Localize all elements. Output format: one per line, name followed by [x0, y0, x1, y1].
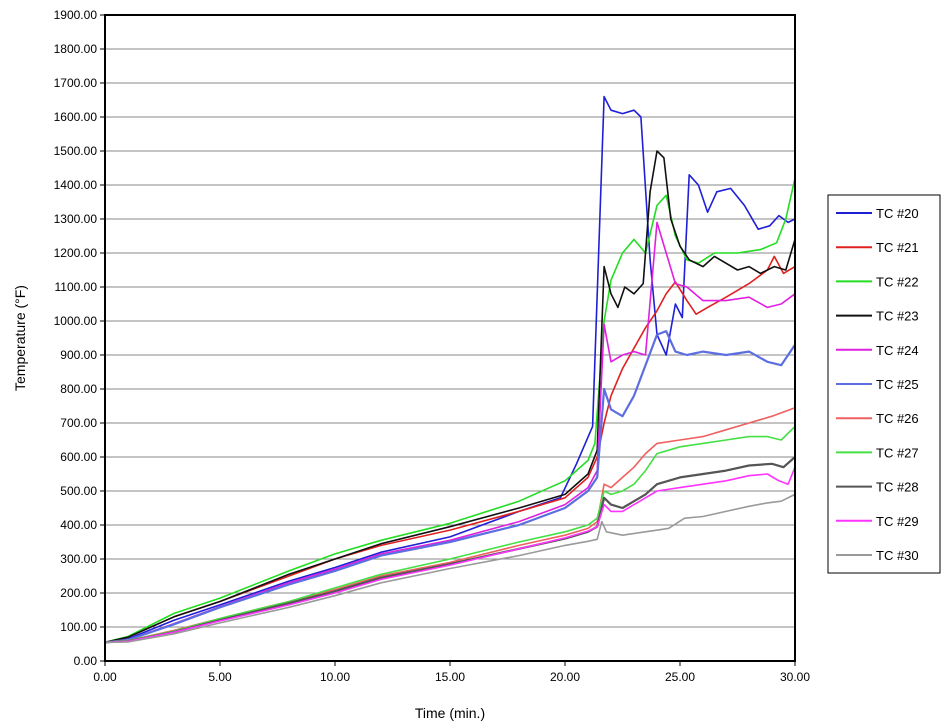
series-line-tc-22 [104, 178, 796, 644]
y-tick-label: 1000.00 [54, 314, 98, 328]
x-tick-label: 0.00 [93, 670, 117, 684]
legend: TC #20 TC #21 TC #22 TC #23 TC #24 TC #25 TC #… [827, 194, 941, 574]
y-tick-label: 1200.00 [54, 246, 98, 260]
y-axis-title: Temperature (°F) [12, 285, 28, 391]
legend-label: TC #25 [876, 377, 919, 392]
legend-label: TC #21 [876, 240, 919, 255]
legend-label: TC #29 [876, 514, 919, 529]
y-tick-label: 900.00 [60, 348, 97, 362]
series-line-tc-27 [104, 425, 796, 644]
y-tick-label: 200.00 [60, 586, 97, 600]
series-line-tc-24 [104, 221, 796, 644]
y-tick-label: 1800.00 [54, 42, 98, 56]
y-tick-label: 600.00 [60, 450, 97, 464]
y-tick-label: 1600.00 [54, 110, 98, 124]
legend-label: TC #27 [876, 445, 919, 460]
series-line-tc-21 [104, 255, 796, 644]
series-line-tc-25 [104, 330, 796, 644]
legend-label: TC #28 [876, 480, 919, 495]
series-lines [104, 95, 796, 644]
y-tick-label: 1300.00 [54, 212, 98, 226]
series-line-tc-30 [104, 493, 796, 644]
gridlines [105, 48, 795, 628]
x-axis-title: Time (min.) [415, 705, 485, 721]
y-tick-label: 300.00 [60, 552, 97, 566]
y-tick-label: 700.00 [60, 416, 97, 430]
y-tick-label: 0.00 [74, 654, 98, 668]
legend-label: TC #24 [876, 343, 919, 358]
y-tick-label: 1100.00 [55, 280, 98, 294]
series-line-tc-23 [104, 150, 796, 644]
legend-label: TC #26 [876, 411, 919, 426]
y-tick-label: 500.00 [60, 484, 97, 498]
y-tick-label: 1500.00 [54, 144, 98, 158]
y-tick-label: 1900.00 [54, 8, 98, 22]
y-axis-ticks: 0.00 100.00 200.00 300.00 400.00 500.00 600.00… [54, 8, 105, 668]
x-tick-label: 5.00 [208, 670, 232, 684]
legend-label: TC #22 [876, 274, 919, 289]
x-tick-label: 25.00 [665, 670, 695, 684]
y-tick-label: 1700.00 [54, 76, 98, 90]
y-tick-label: 1400.00 [54, 178, 98, 192]
y-tick-label: 100.00 [60, 620, 97, 634]
legend-label: TC #20 [876, 206, 919, 221]
x-tick-label: 20.00 [550, 670, 580, 684]
x-tick-label: 15.00 [435, 670, 465, 684]
x-tick-label: 30.00 [780, 670, 810, 684]
x-tick-label: 10.00 [320, 670, 350, 684]
x-axis-ticks: 0.00 5.00 10.00 15.00 20.00 25.00 30.00 [93, 661, 810, 684]
y-tick-label: 400.00 [60, 518, 97, 532]
legend-label: TC #30 [876, 548, 919, 563]
y-tick-label: 800.00 [60, 382, 97, 396]
series-line-tc-28 [104, 456, 796, 644]
legend-label: TC #23 [876, 309, 919, 324]
series-line-tc-20 [104, 95, 796, 644]
series-line-tc-29 [104, 466, 796, 644]
